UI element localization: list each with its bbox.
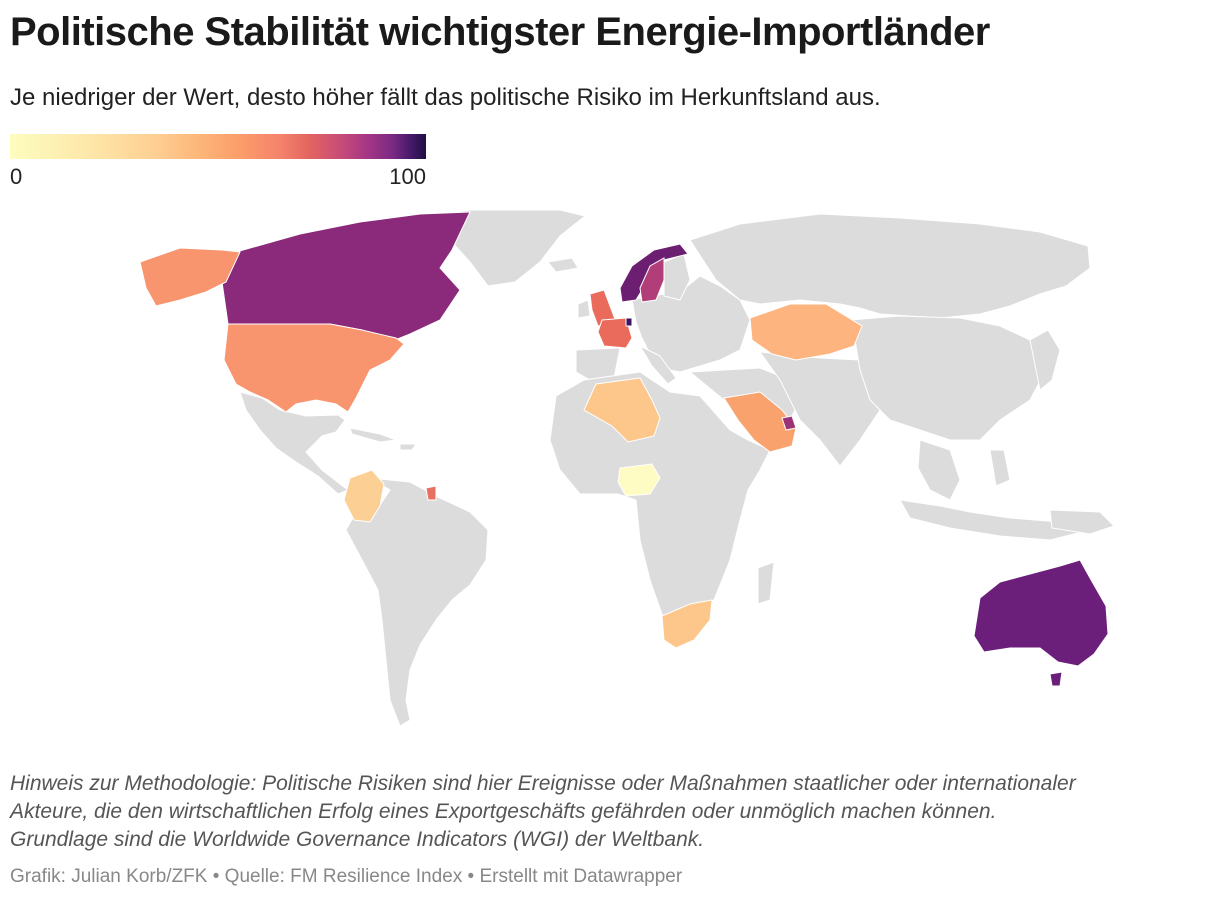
color-legend: 0 100 [10, 134, 426, 189]
region-algeria [583, 377, 661, 443]
region-uae [781, 415, 797, 431]
note-line-3: Grundlage sind die Worldwide Governance … [10, 828, 705, 851]
no-data-land [239, 209, 1115, 727]
colored-countries [139, 211, 1109, 687]
legend-gradient-bar [10, 134, 426, 159]
region-kazakhstan [749, 303, 863, 361]
map-title: Politische Stabilität wichtigster Energi… [10, 10, 990, 54]
world-map [139, 209, 1115, 727]
region-tasmania [1049, 671, 1063, 687]
region-sweden [639, 257, 665, 303]
region-colombia [343, 469, 385, 523]
note-line-1: Hinweis zur Methodologie: Politische Ris… [10, 772, 1076, 795]
source-footer: Grafik: Julian Korb/ZFK • Quelle: FM Res… [10, 866, 683, 887]
note-line-2: Akteure, die den wirtschaftlichen Erfolg… [10, 800, 997, 823]
legend-min-label: 0 [10, 164, 23, 189]
region-usa [223, 323, 405, 413]
region-netherlands [625, 317, 633, 327]
region-alaska [139, 247, 241, 307]
legend-max-label: 100 [389, 164, 426, 189]
region-south-africa [661, 599, 713, 649]
region-nigeria [617, 463, 661, 497]
region-french-guiana [425, 485, 437, 501]
map-subtitle: Je niedriger der Wert, desto höher fällt… [10, 84, 881, 111]
region-norway [619, 243, 689, 303]
region-australia [973, 559, 1109, 667]
region-saudi-arabia [723, 391, 797, 453]
region-canada [221, 211, 471, 343]
methodology-note: Hinweis zur Methodologie: Politische Ris… [10, 770, 1210, 854]
